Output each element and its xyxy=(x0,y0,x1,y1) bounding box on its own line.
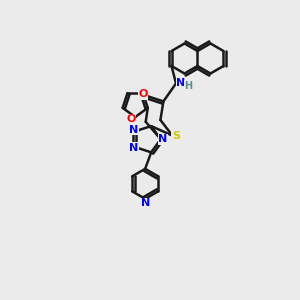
Text: S: S xyxy=(172,131,180,141)
Text: O: O xyxy=(126,114,135,124)
Text: N: N xyxy=(140,198,150,208)
Text: N: N xyxy=(158,134,168,144)
Text: H: H xyxy=(184,81,193,91)
Text: N: N xyxy=(129,125,139,135)
Text: O: O xyxy=(138,89,148,100)
Text: N: N xyxy=(129,143,139,153)
Text: N: N xyxy=(176,78,186,88)
